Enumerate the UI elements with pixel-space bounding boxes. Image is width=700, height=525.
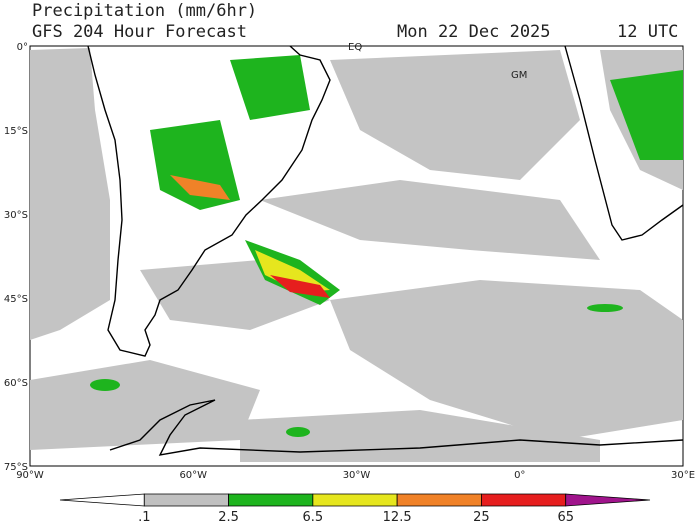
colorbar-label: .1 — [138, 510, 150, 525]
colorbar-label: 65 — [557, 510, 574, 525]
colorbar-label: 12.5 — [383, 510, 412, 525]
axis-labels: 0° 15°S 30°S 45°S 60°S 75°S90°W 60°W 30°W 0° 30°E — [4, 42, 695, 481]
colorbar-segment — [481, 493, 567, 507]
lat-label: 0° — [17, 42, 28, 53]
lat-label: 15°S — [4, 126, 28, 137]
subtitle: GFS 204 Hour Forecast — [32, 22, 247, 42]
colorbar-segment — [143, 493, 229, 507]
title: Precipitation (mm/6hr) — [32, 1, 257, 21]
date: Mon 22 Dec 2025 — [397, 22, 551, 42]
lat-label: 75°S — [4, 462, 28, 473]
lat-label: 45°S — [4, 294, 28, 305]
colorbar-segment — [228, 493, 314, 507]
colorbar-segment — [59, 493, 145, 507]
lon-label: 0° — [514, 470, 525, 481]
map-label: EQ — [348, 42, 362, 53]
colorbar-segment — [396, 493, 482, 507]
precip-color — [90, 55, 683, 437]
colorbar: .1 2.5 6.5 12.5 25 65 — [59, 493, 651, 525]
colorbar-segment — [565, 493, 651, 507]
lon-label: 90°W — [16, 470, 44, 481]
map: EQ GM — [29, 42, 684, 467]
colorbar-segment — [312, 493, 398, 507]
lon-label: 60°W — [179, 470, 207, 481]
colorbar-label: 25 — [473, 510, 490, 525]
map-label: GM — [511, 70, 527, 81]
lon-label: 30°E — [671, 470, 695, 481]
coastlines — [87, 45, 684, 456]
time: 12 UTC — [617, 22, 678, 42]
lon-label: 30°W — [343, 470, 371, 481]
lat-label: 60°S — [4, 378, 28, 389]
colorbar-label: 2.5 — [218, 510, 239, 525]
colorbar-label: 6.5 — [303, 510, 324, 525]
lat-label: 30°S — [4, 210, 28, 221]
